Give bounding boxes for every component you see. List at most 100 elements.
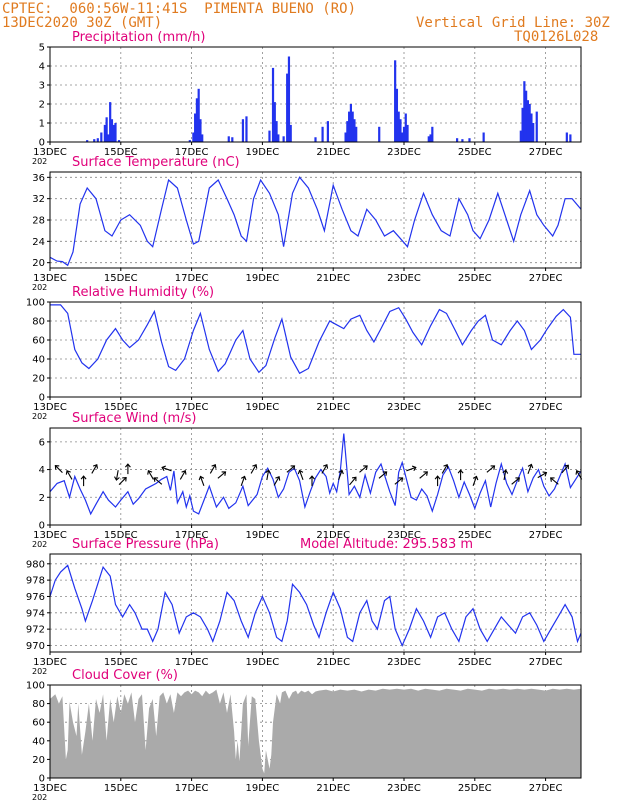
x-tick-label: 23DEC: [387, 147, 421, 158]
y-tick-label: 972: [26, 625, 45, 636]
wind-arrow-head: [65, 470, 71, 475]
wind-arrow-shaft: [54, 465, 63, 474]
wind-arrow-shaft: [91, 464, 98, 474]
wind-arrow-shaft: [286, 465, 295, 473]
precip-bar: [201, 134, 204, 142]
x-tick-label: 13DEC: [33, 402, 67, 413]
precip-bar: [431, 126, 434, 142]
y-tick-label: 40: [32, 736, 45, 747]
wind-arrow-shaft: [338, 470, 343, 480]
precip-bar: [378, 126, 381, 142]
wind-arrow: [147, 470, 154, 480]
wind-arrow: [273, 476, 281, 486]
wind-arrow: [527, 463, 534, 474]
wind-arrow: [419, 471, 428, 479]
x-tick-label: 25DEC: [458, 783, 492, 794]
wind-arrow: [321, 464, 329, 474]
precip-bar: [192, 132, 195, 142]
wind-arrow: [161, 465, 172, 472]
wind-arrow: [338, 469, 344, 480]
precip-bar: [231, 137, 234, 142]
precip-bar: [348, 111, 351, 142]
wind-arrow-head: [575, 470, 581, 475]
x-tick-label: 15DEC: [104, 402, 138, 413]
panel-frame: [49, 301, 582, 398]
wind-arrow: [153, 477, 163, 485]
precip-bar: [195, 98, 199, 142]
panel-frame: [49, 427, 582, 526]
precip-bar: [346, 121, 349, 142]
wind-arrow-shaft: [394, 477, 403, 485]
wind-arrow-shaft: [511, 477, 520, 485]
series-line: [49, 176, 582, 267]
precip-bar: [429, 134, 432, 142]
precip-bar: [569, 134, 572, 142]
x-year-label: 202: [32, 412, 47, 421]
wind-arrow-head: [309, 475, 315, 480]
wind-arrow-head: [297, 469, 304, 475]
wind-arrow-shaft: [179, 470, 186, 480]
wind-arrow-head: [351, 476, 357, 482]
x-tick-label: 19DEC: [246, 402, 280, 413]
series-line: [49, 564, 582, 648]
wind-arrow-head: [265, 469, 271, 474]
wind-arrow-head: [323, 464, 329, 469]
panel-5: 0 20 40 60 80 100 13DEC 15DEC 17DEC 19DEC 21DEC 23D…: [26, 668, 582, 800]
x-tick-label: 21DEC: [316, 147, 350, 158]
precip-bar: [523, 81, 526, 142]
wind-arrow-shaft: [527, 464, 532, 474]
model-altitude-label: Model Altitude: 295.583 m: [300, 537, 473, 552]
wind-arrow: [550, 477, 559, 485]
precip-bar: [112, 124, 115, 142]
precip-bar: [100, 132, 103, 142]
x-tick-label: 21DEC: [316, 530, 350, 541]
wind-arrow: [286, 465, 296, 473]
wind-arrow-head: [338, 469, 344, 475]
wind-arrow-shaft: [153, 477, 163, 485]
wind-arrow-head: [542, 471, 548, 477]
precip-bar: [397, 111, 400, 142]
wind-arrow-head: [198, 475, 205, 481]
precip-bar: [530, 113, 533, 142]
wind-arrow-shaft: [503, 470, 507, 481]
y-tick-label: 976: [26, 592, 45, 603]
wind-arrow-head: [564, 464, 569, 470]
wind-arrow-head: [161, 465, 166, 472]
wind-arrow-head: [434, 475, 441, 480]
y-tick-label: 2: [39, 100, 45, 111]
precip-bar: [406, 124, 409, 142]
x-tick-label: 21DEC: [316, 657, 350, 668]
wind-arrow: [502, 469, 509, 481]
precip-bar: [468, 138, 471, 142]
wind-arrow-head: [472, 475, 479, 481]
x-tick-label: 19DEC: [246, 783, 280, 794]
wind-arrow: [406, 465, 417, 472]
wind-arrow: [114, 470, 120, 481]
wind-arrow-head: [240, 475, 247, 481]
precip-bar: [525, 90, 528, 142]
precip-bar: [565, 132, 568, 142]
x-tick-label: 27DEC: [529, 273, 563, 284]
wind-arrow: [297, 469, 304, 480]
precip-bar: [273, 102, 276, 142]
panel-1: 20 24 28 32 36 13DEC 15DEC 17DEC 19DEC 21DEC 23DEC…: [32, 155, 582, 292]
x-tick-label: 27DEC: [529, 657, 563, 668]
wind-arrow: [250, 464, 258, 474]
precip-bar: [402, 126, 406, 142]
precip-bar: [519, 130, 522, 142]
x-tick-label: 25DEC: [458, 657, 492, 668]
wind-arrow-shaft: [299, 470, 304, 480]
y-tick-label: 970: [26, 641, 45, 652]
wind-arrow-head: [122, 476, 127, 482]
wind-arrow-head: [382, 471, 388, 476]
wind-arrow-shaft: [419, 471, 428, 479]
wind-arrow-shaft: [359, 465, 368, 473]
x-tick-label: 13DEC: [33, 657, 67, 668]
precip-bar: [114, 123, 117, 142]
panel-frame: [49, 553, 582, 653]
x-year-label: 202: [32, 540, 47, 549]
wind-arrow-shaft: [266, 470, 270, 481]
precip-bar: [353, 119, 356, 142]
precip-bar: [93, 139, 96, 142]
y-tick-label: 0: [39, 393, 45, 404]
